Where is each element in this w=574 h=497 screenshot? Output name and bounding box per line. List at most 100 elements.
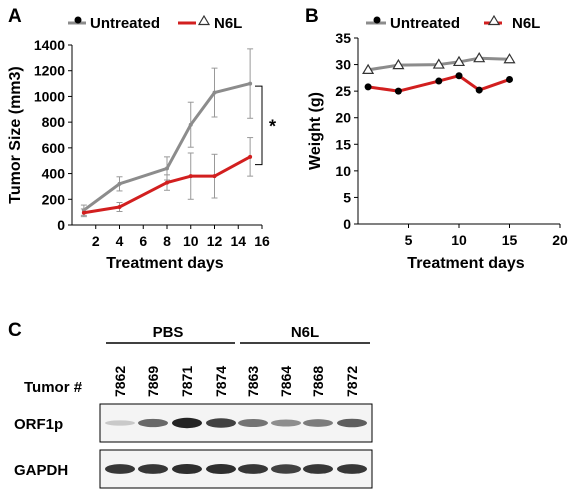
x-tick-label: 4 [116,233,124,249]
y-tick-label: 0 [343,216,351,232]
series-line [82,82,251,212]
blot-band [271,464,301,474]
data-point [165,180,169,185]
y-tick-label: 1400 [34,37,65,53]
data-point [452,55,466,67]
data-point [81,210,86,215]
data-point [455,72,463,80]
data-point [503,53,516,64]
blot-band [172,463,202,475]
blot-band [238,464,268,474]
y-tick-label: 35 [335,30,351,46]
chart-b-x-label: Treatment days [407,255,524,272]
chart-a-tumor-size: Untreated N6L 0 200 400 600 800 1000 1200 1400 2 4 6… [7,14,276,272]
data-point [212,174,217,179]
x-tick-label: 8 [163,233,171,249]
data-point [364,83,372,91]
y-tick-label: 15 [335,136,351,152]
x-tick-label: 15 [502,232,518,248]
legend-n6l-label: N6L [512,15,540,32]
chart-a-x-label: Treatment days [106,255,223,272]
chart-b-weight: Untreated N6L 0 5 10 15 20 25 30 35 5 10 15 20 Treatme… [307,14,568,272]
legend-untreated-label: Untreated [90,15,160,32]
y-tick-label: 400 [42,166,66,182]
y-tick-label: 20 [335,110,351,126]
x-tick-label: 14 [230,233,246,249]
data-point [165,166,169,171]
x-tick-label: 16 [254,233,270,249]
series-untreated [80,48,254,216]
data-point [117,181,122,186]
x-tick-label: 12 [207,233,223,249]
chart-b-legend: Untreated N6L [366,14,540,32]
data-point [248,154,253,159]
x-tick-label: 5 [405,232,413,248]
series-line [367,56,510,72]
significance-bracket [255,85,263,166]
x-tick-label: 6 [139,233,147,249]
legend-n6l-label: N6L [214,15,242,32]
western-blot: PBS N6L Tumor # 7862 7869 7871 7874 7863 7864 786… [14,324,373,489]
panel-a-letter: A [8,6,22,27]
tumor-id-label: 7874 [213,366,229,397]
y-tick-label: 600 [42,140,66,156]
data-point [248,81,253,86]
data-point [475,86,483,94]
series-line [83,155,251,215]
data-point [188,174,193,179]
group-label-pbs: PBS [153,324,184,341]
blot-band [206,463,236,475]
data-point [506,75,513,83]
data-point [117,205,122,209]
blot-band [105,464,135,474]
y-tick-label: 200 [42,191,66,207]
data-point [392,58,405,70]
y-tick-label: 1200 [34,63,65,79]
blot-band [303,464,333,474]
blot-band [172,417,202,429]
tumor-label: Tumor # [24,379,83,396]
tumor-id-label: 7863 [245,366,261,397]
group-label-n6l: N6L [291,324,319,341]
series-n6l [364,72,513,95]
blot-band [337,418,367,428]
blot-band [138,464,168,474]
blot-row-orf1p: ORF1p [14,403,373,443]
series-untreated [362,52,516,74]
data-point [432,58,445,69]
chart-a-y-label: Tumor Size (mm3) [7,66,24,204]
y-tick-label: 0 [57,217,65,233]
data-point [394,87,402,95]
blot-row-label: ORF1p [14,416,63,433]
tumor-id-label: 7872 [344,366,360,397]
tumor-id-label: 7869 [145,366,161,397]
y-tick-label: 25 [335,83,351,99]
chart-b-y-label: Weight (g) [307,92,324,170]
x-tick-label: 10 [451,232,467,248]
significance-star: * [269,116,276,136]
y-tick-label: 30 [335,57,351,73]
blot-band [238,419,268,427]
y-tick-label: 1000 [34,88,65,104]
blot-row-gapdh: GAPDH [14,449,373,489]
y-tick-label: 10 [335,163,351,179]
x-tick-label: 10 [183,233,199,249]
series-line [367,74,510,93]
x-tick-label: 20 [552,232,568,248]
data-point [188,122,193,127]
series-n6l [80,137,254,218]
x-tick-label: 2 [92,233,100,249]
legend-untreated-marker [373,16,381,24]
legend-n6l-marker [487,14,501,26]
panel-c-letter: C [8,320,22,341]
data-point [362,63,375,74]
blot-band [303,419,333,427]
chart-a-legend: Untreated N6L [68,14,242,32]
data-point [435,77,443,85]
tumor-id-label: 7871 [179,366,195,397]
y-tick-label: 800 [42,114,66,130]
legend-untreated-label: Untreated [390,15,460,32]
legend-n6l-marker [197,14,211,26]
data-point [473,52,486,63]
blot-row-label: GAPDH [14,462,68,479]
